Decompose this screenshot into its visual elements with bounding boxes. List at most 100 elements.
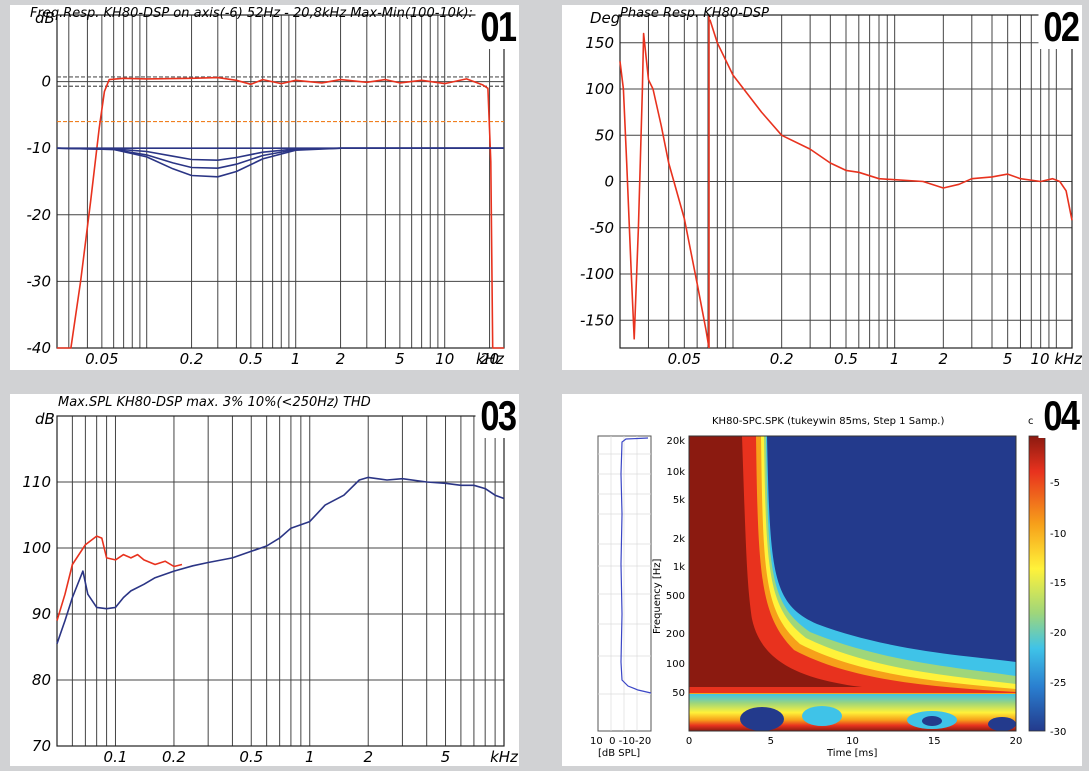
colorbar-tick-label: -25	[1050, 678, 1066, 689]
y-tick-label: 50	[595, 126, 614, 144]
spectrogram-xlabel: Time [ms]	[826, 748, 878, 759]
y-tick-label: 90	[32, 605, 51, 623]
x-tick-label: 20	[480, 350, 499, 368]
grid	[57, 15, 504, 349]
series-line-4	[56, 147, 504, 178]
grid	[619, 15, 1072, 348]
x-tick-label: 0.5	[239, 350, 263, 368]
series-line-2	[56, 476, 505, 644]
side-plot-xlabel: [dB SPL]	[598, 748, 640, 759]
spectrogram-ylabel: Frequency [Hz]	[652, 558, 663, 634]
spectrogram-chart: 10 0 -10-20 [dB SPL] 0 5 10 15 20 20k 10k 5k 2k 1…	[590, 416, 1066, 759]
y-tick-label: 20k	[666, 436, 685, 447]
colorbar-tick-label: -5	[1050, 478, 1060, 489]
x-tick-label: kHz	[490, 748, 519, 766]
y-tick-label: -150	[580, 311, 614, 329]
x-tick-label: 1	[305, 748, 315, 766]
x-tick-label: 10	[435, 350, 454, 368]
phase-response-chart: 150 100 50 0 -50 -100 -150 0.05 0.2 0.5 1 2 5 10 kHz D…	[580, 6, 1082, 368]
y-tick-label: -100	[580, 265, 614, 283]
series-line-3	[709, 19, 1073, 221]
x-tick-label: 1	[291, 350, 301, 368]
max-spl-panel: 110 100 90 80 70 0.1 0.2 0.5 1 2 5 kHz dB Max.SPL KH8…	[10, 394, 519, 766]
x-tick-label: 0.5	[239, 748, 263, 766]
y-tick-label: -10	[27, 139, 52, 157]
x-tick-label: 5	[395, 350, 405, 368]
plot-frame	[56, 14, 505, 349]
series-line-1	[619, 32, 710, 349]
y-tick-label: 500	[666, 591, 685, 602]
x-tick-label: 5	[768, 736, 774, 747]
x-unit-label: kHz	[476, 350, 505, 368]
y-tick-label: 0	[604, 173, 614, 191]
chart-title: Phase Resp. KH80-DSP	[620, 6, 769, 21]
y-tick-label: -40	[27, 339, 52, 357]
panel-number-badge: 04	[1038, 394, 1082, 438]
y-tick-label: 150	[585, 34, 614, 52]
chart-title: Max.SPL KH80-DSP max. 3% 10%(<250Hz) THD	[58, 395, 371, 410]
x-tick-label: 5	[441, 748, 451, 766]
colorbar-tick-label: -10	[1050, 529, 1066, 540]
side-level-curve	[620, 437, 652, 694]
panel-number-badge: 01	[475, 5, 519, 49]
x-tick-label: 15	[928, 736, 941, 747]
spectrogram-map	[688, 435, 1017, 732]
y-tick-label: 100	[22, 539, 51, 557]
series-line-1	[57, 76, 504, 349]
x-tick-label: 0.05	[668, 350, 701, 368]
x-tick-label: 0.2	[162, 748, 186, 766]
series-line-1	[56, 535, 183, 621]
side-level-plot	[597, 435, 652, 732]
x-tick-label: 0	[686, 736, 692, 747]
x-tick-label: 10	[846, 736, 859, 747]
x-tick-label: 0.5	[834, 350, 858, 368]
chart-title: Freq.Resp. KH80-DSP on axis(-6) 52Hz - 2…	[30, 6, 485, 21]
x-tick-label: 0.05	[85, 350, 118, 368]
panel-number-badge: 02	[1038, 5, 1082, 49]
x-tick-label: 2	[336, 350, 346, 368]
y-tick-label: 80	[32, 671, 51, 689]
x-tick-label: 0.1	[104, 748, 128, 766]
plot-frame	[56, 415, 505, 747]
y-tick-label: 1k	[673, 562, 685, 573]
colorbar-partial-label: c	[1028, 416, 1034, 427]
x-tick-label: 0.2	[180, 350, 204, 368]
y-tick-label: 50	[672, 688, 685, 699]
side-plot-ticks: 10 0 -10-20	[590, 736, 651, 747]
y-tick-label: 2k	[673, 534, 685, 545]
x-tick-label: 5	[1003, 350, 1013, 368]
y-tick-label: 100	[666, 659, 685, 670]
plot-frame	[619, 14, 1073, 349]
spectrogram-panel: 10 0 -10-20 [dB SPL] 0 5 10 15 20 20k 10k 5k 2k 1…	[562, 394, 1082, 766]
panel-number-badge: 03	[475, 394, 519, 438]
x-tick-label: 2	[939, 350, 949, 368]
y-tick-label: 10k	[666, 467, 685, 478]
y-tick-label: 110	[22, 473, 51, 491]
y-tick-label: 70	[32, 737, 51, 755]
colorbar	[1028, 435, 1046, 732]
y-axis-label: Deg	[590, 9, 620, 27]
y-tick-label: 100	[585, 80, 614, 98]
y-axis-label: dB	[35, 410, 55, 428]
x-tick-label: 2	[363, 748, 373, 766]
y-tick-label: 0	[41, 73, 51, 91]
y-tick-label: -30	[27, 272, 52, 290]
x-tick-label: 10 kHz	[1030, 350, 1082, 368]
y-tick-label: -20	[27, 206, 52, 224]
spectrogram-title: KH80-SPC.SPK (tukeywin 85ms, Step 1 Samp…	[712, 416, 944, 427]
x-tick-label: 20	[1010, 736, 1023, 747]
colorbar-tick-label: -15	[1050, 578, 1066, 589]
colorbar-tick-label: -30	[1050, 727, 1066, 738]
y-tick-label: 200	[666, 629, 685, 640]
x-tick-label: 1	[890, 350, 900, 368]
y-tick-label: 5k	[673, 495, 685, 506]
grid	[56, 416, 505, 747]
colorbar-tick-label: -20	[1050, 628, 1066, 639]
freq-response-panel: 0 -10 -20 -30 -40 0.05 0.2 0.5 1 2 5 10 20 kHz dB Freq.…	[10, 5, 519, 370]
y-axis-label: dB	[35, 9, 55, 27]
x-tick-label: 0.2	[770, 350, 794, 368]
phase-response-panel: 150 100 50 0 -50 -100 -150 0.05 0.2 0.5 1 2 5 10 kHz D…	[562, 5, 1082, 370]
y-tick-label: -50	[590, 219, 615, 237]
